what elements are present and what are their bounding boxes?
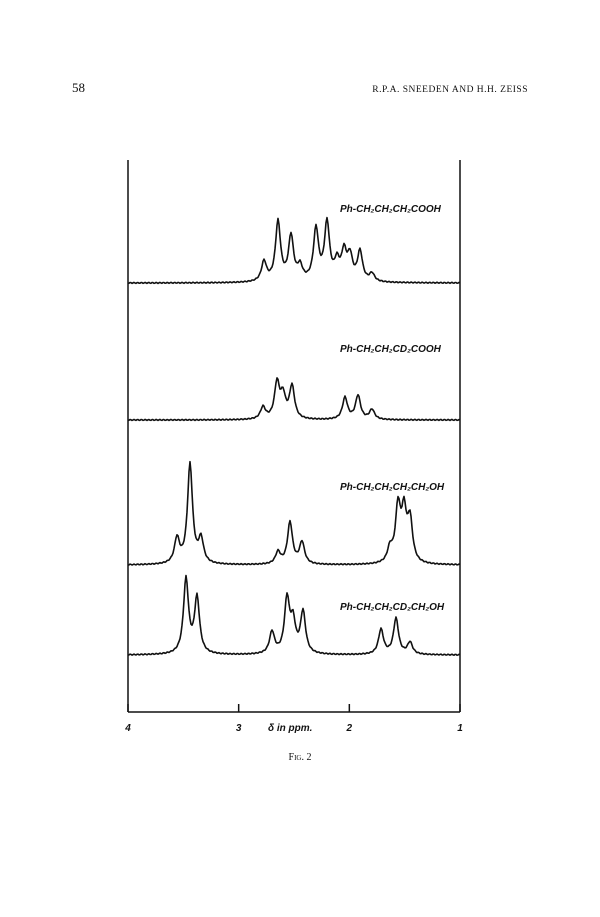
spectrum-trace	[127, 216, 461, 285]
spectrum-trace	[127, 460, 461, 566]
page-number: 58	[72, 80, 85, 95]
axis-label: δ in ppm.	[268, 723, 312, 734]
running-head: R.P.A. SNEEDEN AND H.H. ZEISS	[372, 85, 528, 95]
x-tick-label: 4	[124, 723, 131, 734]
spectrum-label: Ph-CH₂CH₂CD₂COOH	[340, 344, 442, 355]
spectrum-label: Ph-CH₂CH₂CH₂COOH	[340, 204, 442, 215]
spectrum-label: Ph-CH₂CH₂CH₂CH₂OH	[340, 482, 445, 493]
spectrum-trace	[127, 377, 461, 422]
x-tick-label: 1	[457, 723, 463, 734]
spectrum-label: Ph-CH₂CH₂CD₂CH₂OH	[340, 602, 445, 613]
figure-caption: Fig. 2	[289, 752, 312, 763]
x-tick-label: 2	[346, 723, 353, 734]
x-tick-label: 3	[236, 723, 242, 734]
spectrum-trace	[127, 574, 461, 656]
